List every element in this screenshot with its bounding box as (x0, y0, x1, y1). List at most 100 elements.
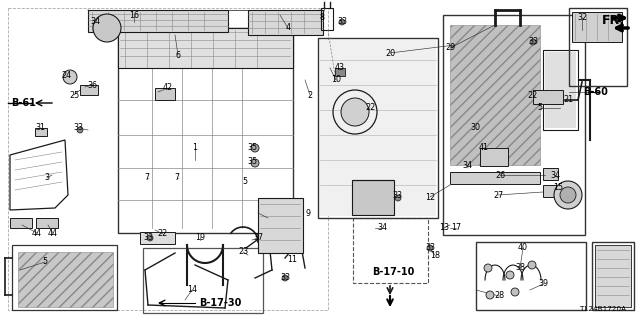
Text: 17: 17 (451, 224, 461, 233)
Text: 13: 13 (439, 224, 449, 233)
Text: B-61: B-61 (12, 98, 36, 108)
Text: B-60: B-60 (584, 87, 609, 97)
Bar (140, 232, 175, 244)
Text: 22: 22 (158, 229, 168, 239)
Bar (12, 245, 117, 310)
Text: 35: 35 (247, 158, 257, 167)
Circle shape (427, 245, 433, 251)
Text: 34: 34 (462, 160, 472, 169)
Bar (88, 10, 228, 32)
Bar (352, 180, 394, 215)
Circle shape (560, 187, 576, 203)
Text: 7: 7 (175, 174, 180, 182)
Circle shape (554, 181, 582, 209)
Bar (320, 40, 436, 216)
Text: 33: 33 (337, 18, 347, 26)
Bar (118, 28, 293, 233)
Text: 39: 39 (538, 279, 548, 288)
Text: 44: 44 (48, 228, 58, 238)
Circle shape (339, 19, 345, 25)
Text: 33: 33 (143, 234, 153, 242)
Text: 10: 10 (331, 76, 341, 85)
Text: 2: 2 (307, 91, 312, 100)
Bar (476, 242, 586, 310)
Text: 33: 33 (73, 123, 83, 132)
Text: 33: 33 (528, 38, 538, 47)
Bar (143, 248, 263, 313)
Circle shape (511, 288, 519, 296)
Circle shape (506, 271, 514, 279)
Text: 42: 42 (163, 84, 173, 93)
Bar (155, 88, 175, 100)
Text: 23: 23 (238, 248, 248, 256)
Text: 26: 26 (495, 170, 505, 180)
Circle shape (484, 264, 492, 272)
Text: 20: 20 (385, 48, 395, 57)
Circle shape (93, 14, 121, 42)
Text: 31: 31 (35, 123, 45, 132)
Circle shape (63, 70, 77, 84)
Text: 33: 33 (392, 190, 402, 199)
Text: 14: 14 (187, 286, 197, 294)
Bar (450, 172, 540, 184)
Text: B-17-30: B-17-30 (199, 298, 241, 308)
Bar (450, 25, 540, 165)
Text: 33: 33 (280, 273, 290, 283)
Bar (572, 12, 622, 42)
Bar (10, 218, 32, 228)
Text: 37: 37 (253, 234, 263, 242)
Text: 38: 38 (515, 263, 525, 272)
Circle shape (251, 144, 259, 152)
Text: 27: 27 (493, 190, 503, 199)
Circle shape (251, 159, 259, 167)
Text: 11: 11 (287, 256, 297, 264)
Text: 8: 8 (319, 13, 324, 23)
Text: 36: 36 (87, 80, 97, 90)
Text: 7: 7 (145, 174, 150, 182)
Bar (248, 10, 323, 35)
Text: 32: 32 (577, 13, 587, 23)
Bar (321, 8, 333, 30)
Bar (345, 78, 367, 93)
Text: 34: 34 (550, 170, 560, 180)
Bar (36, 218, 58, 228)
Bar (18, 252, 113, 307)
Text: 6: 6 (175, 50, 180, 60)
Text: 43: 43 (335, 63, 345, 72)
Text: 4: 4 (285, 24, 291, 33)
Text: 22: 22 (365, 103, 375, 113)
Text: 19: 19 (195, 233, 205, 241)
Bar (543, 185, 558, 197)
Text: 28: 28 (494, 292, 504, 300)
Text: 25: 25 (69, 91, 79, 100)
Text: 5: 5 (538, 103, 543, 113)
Text: 5: 5 (42, 257, 47, 266)
Text: 15: 15 (553, 183, 563, 192)
Circle shape (341, 98, 369, 126)
Text: 41: 41 (479, 144, 489, 152)
Text: 22: 22 (528, 91, 538, 100)
Circle shape (147, 235, 153, 241)
Text: B-17-10: B-17-10 (372, 267, 414, 277)
Text: TL24B1720A: TL24B1720A (580, 306, 626, 312)
Circle shape (282, 275, 288, 281)
Circle shape (530, 39, 536, 45)
Bar (80, 85, 98, 95)
Circle shape (528, 261, 536, 269)
Text: 16: 16 (129, 11, 139, 19)
Bar (592, 242, 634, 310)
Text: 21: 21 (563, 95, 573, 105)
Text: 40: 40 (518, 243, 528, 253)
Text: 29: 29 (445, 43, 455, 53)
Text: 24: 24 (61, 71, 71, 80)
Bar (543, 50, 578, 130)
Text: 12: 12 (425, 192, 435, 202)
Bar (443, 15, 585, 235)
Text: 18: 18 (430, 250, 440, 259)
Circle shape (395, 195, 401, 201)
Circle shape (486, 291, 494, 299)
Bar (353, 218, 428, 283)
Bar (545, 52, 576, 128)
Bar (35, 128, 47, 136)
Text: 44: 44 (32, 228, 42, 238)
